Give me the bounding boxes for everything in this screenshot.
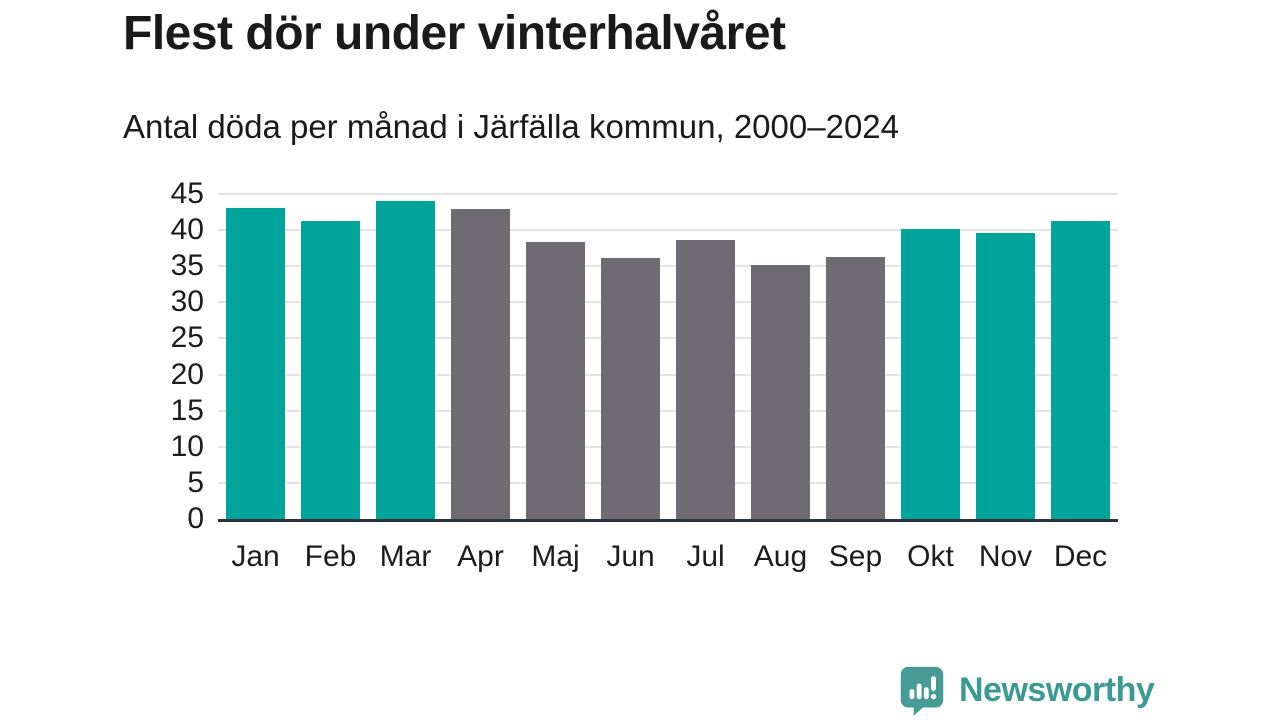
chart-title: Flest dör under vinterhalvåret [123,7,786,60]
bar-slot-nov [968,194,1043,519]
bar-maj [526,242,585,519]
bar-nov [976,233,1035,519]
y-axis-tick-label-10: 10 [170,429,204,463]
x-axis-label-feb: Feb [304,540,357,573]
bar-slot-mar [368,194,443,519]
bar-aug [751,264,810,519]
y-axis-tick-label-40: 40 [170,213,204,247]
x-axis-label-dec: Dec [1053,540,1108,573]
bar-jul [676,240,735,519]
gridline-20 [218,373,1118,376]
bars-container [218,194,1118,519]
y-axis-tick-label-15: 15 [170,393,204,427]
bar-mar [376,201,435,519]
newsworthy-logo: Newsworthy [898,664,1155,716]
y-axis-tick-label-35: 35 [170,249,204,283]
bar-jan [226,208,285,519]
gridline-25 [218,337,1118,340]
bar-slot-jun [593,194,668,519]
y-axis-tick-label-5: 5 [187,465,204,499]
y-axis-tick-label-30: 30 [170,285,204,319]
bar-apr [451,209,510,519]
x-axis-label-okt: Okt [907,540,954,573]
bar-slot-okt [893,194,968,519]
gridline-40 [218,229,1118,232]
y-axis-tick-label-25: 25 [170,321,204,355]
bar-slot-maj [518,194,593,519]
bar-slot-apr [443,194,518,519]
y-axis-tick-label-0: 0 [187,502,204,535]
x-axis-labels: Jan Feb Mar Apr Maj Jun Jul Aug Sep Okt Nov Dec [218,540,1118,574]
gridline-15 [218,409,1118,412]
x-axis-label-jun: Jun [606,540,655,573]
x-axis-label-apr: Apr [457,540,504,573]
y-axis-tick-label-45: 45 [170,177,204,210]
bar-feb [301,220,360,519]
x-axis-line [218,519,1118,522]
newsworthy-bars-bubble-icon [898,664,946,716]
newsworthy-wordmark: Newsworthy [959,670,1155,709]
x-axis-label-jul: Jul [686,540,725,573]
chart-subtitle: Antal döda per månad i Järfälla kommun, … [123,108,899,145]
gridline-10 [218,445,1118,448]
gridline-35 [218,265,1118,268]
x-axis-label-jan: Jan [231,540,280,573]
x-axis-label-nov: Nov [978,540,1033,573]
bar-slot-sep [818,194,893,519]
bar-sep [826,256,885,519]
y-axis-tick-label-20: 20 [170,357,204,391]
gridline-5 [218,481,1118,484]
gridline-45 [218,193,1118,195]
bar-dec [1051,221,1110,519]
bar-slot-jan [218,194,293,519]
x-axis-label-aug: Aug [753,540,808,573]
bar-slot-jul [668,194,743,519]
x-axis-label-mar: Mar [379,540,432,573]
bar-slot-dec [1043,194,1118,519]
x-axis-label-sep: Sep [828,540,883,573]
bar-chart: 0 5 10 15 20 25 30 35 40 45 Jan Feb Mar Apr Maj Jun Jul… [171,179,1118,573]
bar-okt [901,229,960,519]
bar-slot-aug [743,194,818,519]
gridline-30 [218,301,1118,304]
bar-slot-feb [293,194,368,519]
bar-jun [601,258,660,519]
x-axis-label-maj: Maj [531,540,580,573]
